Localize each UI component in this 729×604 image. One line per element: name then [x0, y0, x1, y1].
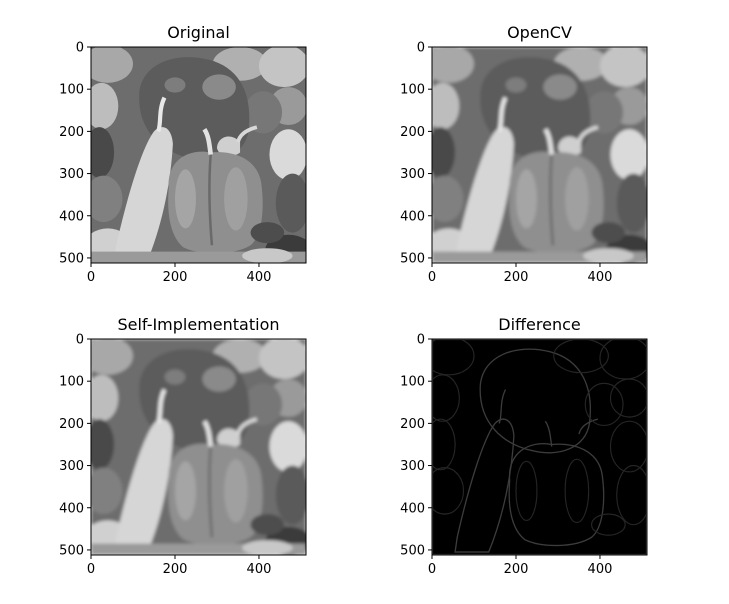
y-tick-label: 100 [400, 83, 425, 98]
panel-3: Self-Implementation 0 200 400 0 100 200 300 400 5… [59, 315, 312, 577]
x-tick-label: 200 [163, 270, 188, 285]
y-tick-label: 500 [400, 543, 425, 558]
y-tick-label: 0 [76, 333, 84, 348]
axes-frame [431, 338, 648, 556]
panel-image-1 [83, 45, 312, 264]
x-tick-label: 0 [428, 270, 436, 285]
panel-image-3 [83, 337, 312, 556]
axes-frame [90, 46, 307, 264]
x-tick-label: 400 [588, 562, 613, 577]
y-tick-label: 100 [59, 375, 84, 390]
x-tick-label: 400 [247, 270, 272, 285]
y-tick-label: 300 [400, 459, 425, 474]
panel-title: OpenCV [507, 23, 572, 42]
panel-image-4 [432, 339, 647, 556]
y-tick-label: 0 [417, 333, 425, 348]
y-tick-label: 100 [59, 83, 84, 98]
y-tick-label: 0 [417, 41, 425, 56]
y-tick-label: 300 [59, 167, 84, 182]
panel-title: Difference [498, 315, 580, 334]
x-tick-label: 200 [504, 270, 529, 285]
panel-1: Original 0 200 400 0 100 200 300 400 500 [59, 23, 312, 285]
y-tick-label: 400 [400, 209, 425, 224]
y-tick-label: 200 [59, 125, 84, 140]
y-tick-label: 500 [59, 543, 84, 558]
panel-title: Self-Implementation [117, 315, 279, 334]
y-tick-label: 200 [400, 125, 425, 140]
y-tick-label: 200 [400, 417, 425, 432]
x-tick-label: 0 [87, 270, 95, 285]
y-tick-label: 300 [400, 167, 425, 182]
y-tick-label: 0 [76, 41, 84, 56]
y-tick-label: 200 [59, 417, 84, 432]
y-tick-label: 500 [59, 251, 84, 266]
x-tick-label: 400 [247, 562, 272, 577]
axes-frame [431, 46, 648, 264]
y-tick-label: 400 [59, 501, 84, 516]
y-tick-label: 400 [400, 501, 425, 516]
x-tick-label: 200 [163, 562, 188, 577]
y-tick-label: 500 [400, 251, 425, 266]
y-tick-label: 300 [59, 459, 84, 474]
y-tick-label: 400 [59, 209, 84, 224]
axes-frame [90, 338, 307, 556]
panel-image-2 [424, 45, 653, 264]
y-tick-label: 100 [400, 375, 425, 390]
panel-2: OpenCV 0 200 400 0 100 200 300 400 500 [400, 23, 653, 285]
x-tick-label: 0 [428, 562, 436, 577]
panel-title: Original [167, 23, 230, 42]
panel-4: Difference 0 200 400 0 100 200 300 400 500 [400, 315, 648, 577]
x-tick-label: 0 [87, 562, 95, 577]
x-tick-label: 200 [504, 562, 529, 577]
x-tick-label: 400 [588, 270, 613, 285]
